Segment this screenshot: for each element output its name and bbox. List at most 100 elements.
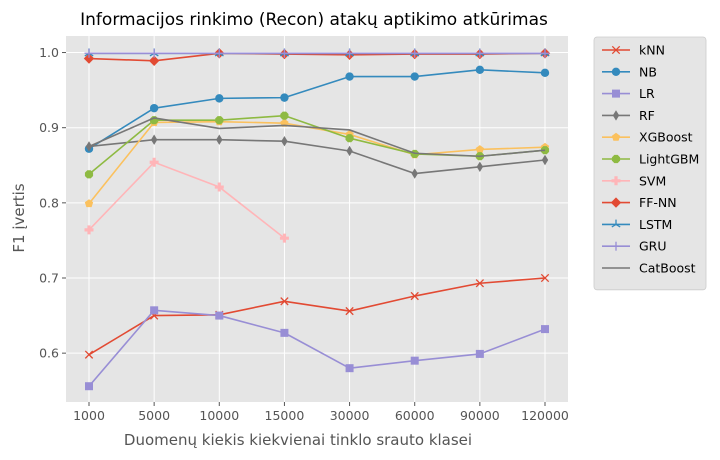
data-point-rf <box>411 168 418 179</box>
data-point-lr <box>85 382 93 391</box>
data-point-rf <box>541 154 549 166</box>
data-point-lightgbm <box>345 134 354 143</box>
legend-box <box>593 36 707 291</box>
data-point-rf <box>476 161 484 172</box>
data-point-knn <box>280 297 289 306</box>
legend-item-lightgbm: LightGBM <box>602 152 699 167</box>
legend-item-catboost: CatBoost <box>602 261 696 276</box>
series-rf <box>85 134 549 179</box>
legend-label: FF-NN <box>639 195 677 210</box>
series-group <box>83 48 551 391</box>
data-point-gru <box>214 48 224 58</box>
legend-label: SVM <box>639 173 666 188</box>
y-tick-label: 0.6 <box>39 346 59 361</box>
x-axis-label: Duomenų kiekis kiekvienai tinklo srauto … <box>124 431 472 449</box>
data-point-lr <box>345 364 354 373</box>
legend-item-lstm: LSTM <box>602 217 672 232</box>
data-point-nb <box>345 72 354 81</box>
data-point-nb <box>410 72 419 81</box>
data-point-knn <box>540 273 550 283</box>
data-point-nb <box>149 103 159 113</box>
data-point-svm <box>214 182 224 192</box>
data-point-svm <box>84 225 94 235</box>
data-point-lightgbm <box>215 116 224 125</box>
data-point-rf <box>150 134 158 145</box>
legend-marker <box>611 132 621 141</box>
legend-item-lr: LR <box>602 86 655 101</box>
legend: kNN NB LR RF XGBoost LightGBM SVM FF-NN LSTM GRU C… <box>593 36 707 291</box>
x-tick-label: 1000 <box>73 408 105 423</box>
legend-marker <box>612 110 620 121</box>
series-line-nb <box>88 69 546 150</box>
legend-item-rf: RF <box>602 108 655 123</box>
y-axis-label: F1 įvertis <box>10 183 28 252</box>
data-point-svm <box>149 157 159 167</box>
data-point-lr <box>410 356 419 365</box>
x-tick-label: 60000 <box>395 408 435 423</box>
data-point-lr <box>280 328 289 337</box>
legend-marker <box>611 154 621 164</box>
legend-marker <box>611 241 621 251</box>
data-point-xgboost <box>475 145 485 154</box>
data-point-knn <box>84 350 94 359</box>
x-tick-label: 90000 <box>460 408 500 423</box>
data-point-knn <box>345 306 354 316</box>
plot-area <box>66 36 568 402</box>
y-ticks: 0.6 0.7 0.8 0.9 1.0 <box>39 45 66 361</box>
data-point-knn <box>475 279 485 288</box>
data-point-lr <box>215 311 224 320</box>
data-point-ff-nn <box>83 53 95 64</box>
series-lr <box>85 306 549 391</box>
data-point-gru <box>345 48 355 58</box>
legend-marker <box>610 197 622 208</box>
legend-label: XGBoost <box>639 130 693 145</box>
x-tick-label: 5000 <box>138 408 170 423</box>
legend-label: LSTM <box>639 217 672 232</box>
data-point-lr <box>475 349 484 358</box>
x-ticks: 1000 5000 10000 15000 30000 60000 90000 120000 <box>73 402 569 423</box>
y-tick-label: 0.8 <box>39 195 59 210</box>
data-point-rf <box>346 145 353 157</box>
data-point-nb <box>280 93 289 102</box>
legend-marker <box>611 45 621 55</box>
series-line-knn <box>88 277 546 356</box>
legend-label: LightGBM <box>639 152 699 167</box>
series-line-svm <box>88 161 285 239</box>
legend-item-gru: GRU <box>602 239 667 254</box>
legend-item-xgboost: XGBoost <box>602 130 693 145</box>
series-line-lr <box>88 309 546 387</box>
legend-label: RF <box>639 108 655 123</box>
x-tick-label: 10000 <box>199 408 239 423</box>
data-point-nb <box>215 94 224 103</box>
legend-marker <box>611 219 621 228</box>
y-tick-label: 0.7 <box>39 270 59 285</box>
y-tick-label: 1.0 <box>39 45 59 60</box>
data-point-xgboost <box>84 199 94 208</box>
series-line-rf <box>88 138 546 175</box>
y-tick-label: 0.9 <box>39 120 59 135</box>
data-point-svm <box>279 233 289 243</box>
series-catboost <box>88 117 546 158</box>
legend-item-nb: NB <box>602 64 657 79</box>
legend-label: GRU <box>639 239 667 254</box>
x-tick-label: 15000 <box>265 408 305 423</box>
legend-marker <box>611 176 621 186</box>
chart-title: Informacijos rinkimo (Recon) atakų aptik… <box>80 10 548 30</box>
series-gru <box>84 48 550 58</box>
data-point-nb <box>540 68 550 78</box>
data-point-gru <box>475 48 485 58</box>
data-point-rf <box>216 134 223 145</box>
data-point-nb <box>475 65 485 75</box>
series-knn <box>84 273 550 359</box>
legend-label: LR <box>639 86 655 101</box>
data-point-rf <box>281 136 288 147</box>
series-line-catboost <box>88 117 546 158</box>
data-point-gru <box>84 48 94 58</box>
data-point-lightgbm <box>84 170 94 179</box>
legend-item-svm: SVM <box>602 173 666 188</box>
data-point-knn <box>410 291 419 301</box>
data-point-gru <box>279 48 289 58</box>
legend-item-knn: kNN <box>602 43 665 58</box>
data-point-lr <box>150 306 159 315</box>
